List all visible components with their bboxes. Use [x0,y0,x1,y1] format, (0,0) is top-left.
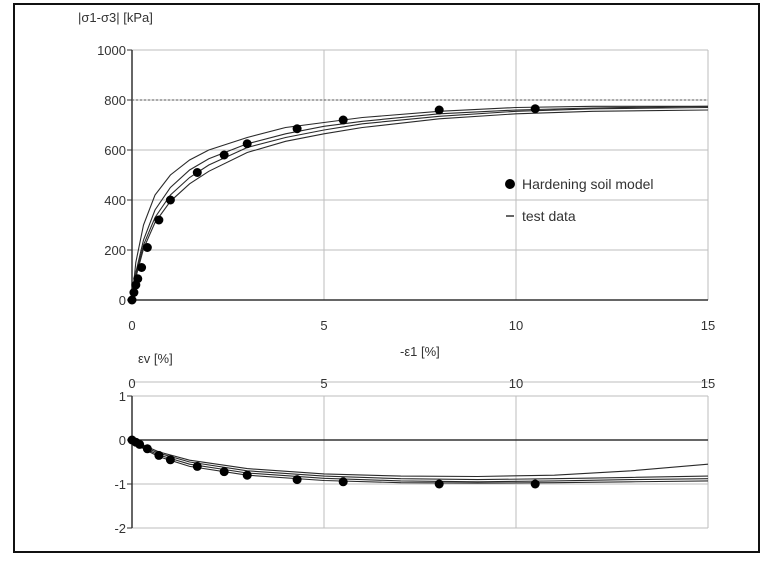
bot-model-point [192,461,202,471]
bot-model-point [219,467,229,477]
bot-y-tick-label: 0 [119,433,126,448]
top-y-tick-label: 600 [104,143,126,158]
top-test-curve [131,106,709,301]
top-x-tick-label: 15 [701,318,715,333]
bot-y-tick-label: 1 [119,389,126,404]
bottom-grid [132,395,709,529]
top-test-curve [131,105,708,301]
top-model-point [292,124,302,134]
bottom-y-axis-label: εv [%] [138,351,173,366]
top-grid [132,49,709,300]
legend-label-hardening-soil-model: Hardening soil model [522,176,654,192]
top-test-curve [131,105,709,301]
bot-model-point [292,475,302,485]
bot-x-tick-label: 10 [509,376,523,391]
bot-model-point [165,455,175,465]
top-model-point [137,263,147,272]
top-model-point [133,274,143,284]
top-x-tick-label: 5 [320,318,327,333]
bot-x-tick-label: 0 [128,376,135,391]
bottom-axes [131,381,708,528]
top-axes [131,50,708,301]
top-model-point [434,105,444,115]
top-y-tick-label: 800 [104,93,126,108]
top-x-tick-label: 0 [128,318,135,333]
legend-marker-hardening-soil-model [505,179,515,189]
top-model-point [142,243,152,252]
top-x-tick-label: 10 [509,318,523,333]
top-model-point [219,150,229,160]
top-test-curve [131,109,709,301]
bottom-test-curves [131,439,709,484]
top-model-point [338,115,348,125]
legend-label-test-data: test data [522,208,576,224]
top-model-point [192,168,202,177]
top-model-point [165,195,175,205]
top-y-axis-label: |σ1-σ3| [kPa] [78,10,153,25]
bot-test-curve [131,439,709,484]
bot-x-tick-label: 5 [320,376,327,391]
bot-test-curve [131,439,709,483]
top-y-tick-label: 200 [104,243,126,258]
bot-model-point [242,470,252,480]
bot-y-tick-label: -2 [114,521,126,536]
bot-test-curve [131,439,709,481]
top-x-axis-label: -ε1 [%] [400,344,440,359]
top-model-point [154,215,164,225]
top-y-tick-label: 400 [104,193,126,208]
top-y-tick-label: 0 [119,293,126,308]
legend: Hardening soil model test data [505,176,654,224]
bot-model-point [154,450,164,460]
top-model-points [127,104,540,305]
top-tick-labels: 0 200 400 600 800 1000 0 5 10 15 [97,43,715,333]
bot-model-point [142,444,152,454]
figure-border [13,3,760,553]
top-model-point [127,295,137,305]
bottom-tick-labels: 10-1-20 5 10 15 [114,376,715,536]
bot-x-tick-label: 15 [701,376,715,391]
top-model-point [242,139,252,149]
volumetric-strain-chart: 10-1-20 5 10 15 εv [%] [114,351,715,536]
bot-model-point [434,479,444,489]
top-model-point [129,288,139,297]
top-model-point [530,104,540,114]
bot-model-point [338,477,348,487]
bot-test-curve [131,439,709,478]
bottom-model-points [127,435,540,489]
stress-strain-chart: 0 200 400 600 800 1000 0 5 10 15 |σ1-σ3| [kPa] -ε… [78,10,715,359]
top-test-curves [131,105,709,301]
bot-model-point [530,479,540,489]
bot-y-tick-label: -1 [114,477,126,492]
bot-model-point [135,439,145,449]
top-y-tick-label: 1000 [97,43,126,58]
